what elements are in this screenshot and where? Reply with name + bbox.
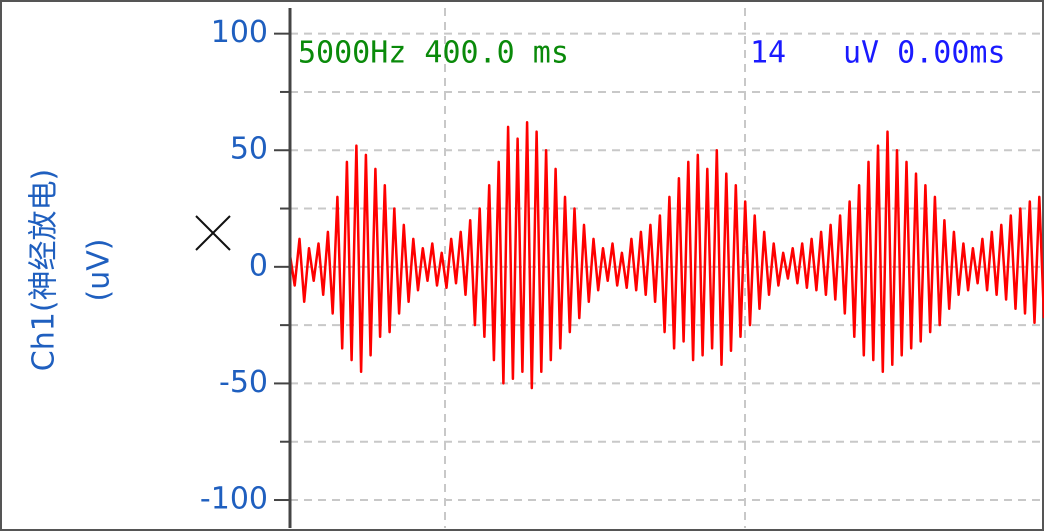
annotation: 5000Hz 400.0 ms [298, 36, 569, 71]
signal-line [288, 121, 1044, 390]
plot [288, 121, 1044, 390]
y-axis-label: Ch1(神经放电) [27, 169, 62, 371]
cursor-cross [195, 215, 231, 251]
y-tick-label: 50 [230, 132, 268, 167]
y-tick-label: -100 [200, 482, 268, 517]
y-tick-label: -50 [219, 365, 268, 400]
annotation: uV 0.00ms [843, 36, 1006, 71]
y-tick-label: 100 [211, 15, 268, 50]
annotation: 14 [750, 36, 786, 71]
y-tick-label: 0 [249, 248, 268, 283]
y-axis-unit: (uV) [82, 239, 117, 302]
